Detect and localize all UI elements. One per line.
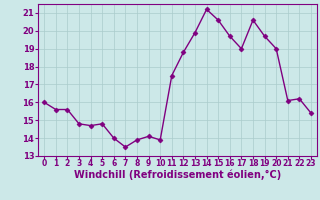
X-axis label: Windchill (Refroidissement éolien,°C): Windchill (Refroidissement éolien,°C) — [74, 169, 281, 180]
